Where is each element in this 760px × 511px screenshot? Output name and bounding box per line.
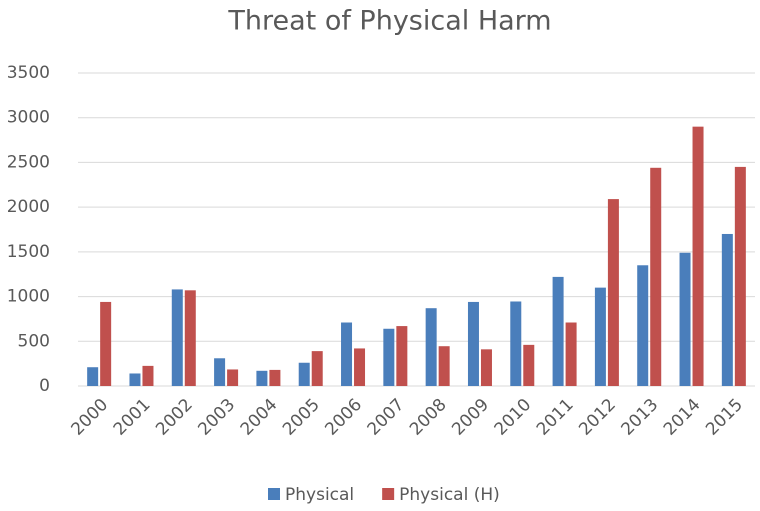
- x-tick-label: 2005: [279, 395, 324, 440]
- bar: [637, 265, 649, 386]
- legend-label: Physical (H): [399, 485, 500, 505]
- chart-title: Threat of Physical Harm: [227, 6, 551, 37]
- legend-swatch: [268, 488, 280, 500]
- y-tick-label: 2500: [7, 152, 50, 172]
- x-tick-label: 2014: [660, 395, 705, 440]
- x-tick-label: 2015: [702, 395, 747, 440]
- bar: [480, 349, 492, 386]
- x-tick-label: 2012: [575, 395, 620, 440]
- x-tick-label: 2003: [194, 395, 239, 440]
- legend-label: Physical: [285, 485, 354, 505]
- y-tick-label: 1500: [7, 242, 50, 262]
- bar: [129, 373, 141, 386]
- bar: [142, 365, 154, 386]
- x-tick-label: 2010: [491, 395, 536, 440]
- y-tick-label: 3000: [7, 108, 50, 128]
- bar: [425, 308, 437, 386]
- bar: [383, 328, 395, 386]
- x-tick-label: 2006: [321, 395, 366, 440]
- bar: [354, 348, 366, 386]
- bar: [87, 367, 99, 386]
- bar: [227, 369, 239, 386]
- bar: [311, 351, 323, 386]
- bar: [269, 369, 281, 386]
- x-tick-label: 2008: [406, 395, 451, 440]
- bar: [214, 358, 226, 386]
- bar: [100, 301, 112, 386]
- bar: [679, 252, 691, 386]
- bar: [523, 344, 535, 386]
- bar: [692, 126, 704, 387]
- bar: [552, 276, 564, 386]
- x-tick-label: 2013: [618, 395, 663, 440]
- y-tick-label: 3500: [7, 63, 50, 83]
- x-tick-label: 2000: [67, 395, 112, 440]
- bar: [298, 362, 310, 386]
- x-tick-label: 2002: [152, 395, 197, 440]
- y-tick-label: 2000: [7, 197, 50, 217]
- x-tick-label: 2001: [110, 395, 155, 440]
- bar: [734, 166, 746, 386]
- y-tick-label: 0: [39, 376, 50, 396]
- bar: [341, 322, 353, 386]
- x-tick-label: 2009: [448, 395, 493, 440]
- legend-swatch: [382, 488, 395, 500]
- bar: [467, 301, 479, 386]
- y-tick-label: 500: [18, 331, 50, 351]
- x-tick-label: 2007: [364, 395, 409, 440]
- bar: [607, 199, 619, 386]
- x-tick-label: 2004: [237, 395, 282, 440]
- bar: [396, 326, 408, 386]
- bar: [565, 322, 577, 386]
- bar: [256, 370, 268, 386]
- bar: [594, 287, 606, 386]
- bar: [438, 346, 450, 386]
- bar: [650, 167, 662, 386]
- y-tick-label: 1000: [7, 287, 50, 307]
- bar: [171, 289, 183, 386]
- bar: [184, 290, 196, 386]
- x-tick-label: 2011: [533, 395, 578, 440]
- bar: [510, 301, 522, 386]
- bar: [721, 233, 733, 386]
